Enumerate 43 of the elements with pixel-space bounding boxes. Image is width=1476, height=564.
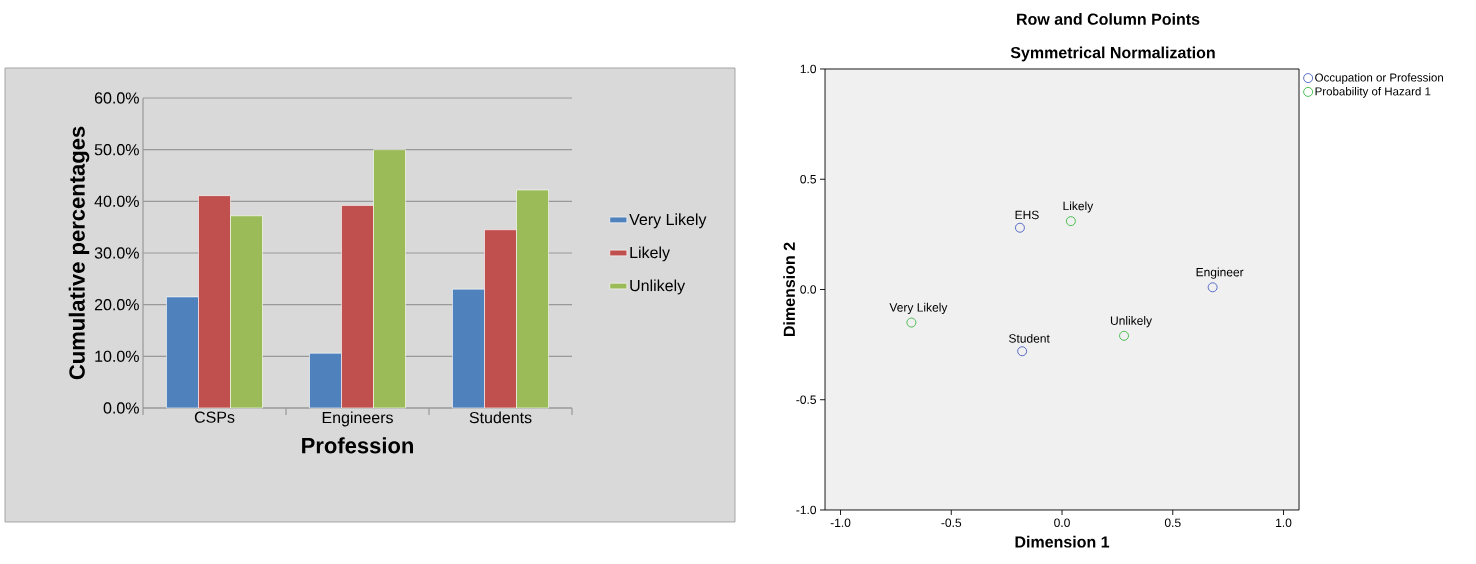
y-tick-label: -0.5 — [796, 395, 816, 404]
annotation: Engineer — [1196, 267, 1244, 279]
y-tick-label: 10.0% — [95, 350, 139, 362]
legend-label: Occupation or Profession — [1315, 73, 1443, 84]
x-tick-label: Engineers — [322, 411, 393, 427]
x-tick-label: -0.5 — [941, 518, 962, 528]
legend-label: Unlikely — [630, 279, 686, 295]
y-tick-label: 0.0% — [103, 402, 139, 414]
point — [1065, 216, 1076, 227]
x-tick-label: 0.0 — [1054, 518, 1070, 528]
point — [1017, 346, 1028, 357]
annotation: Unlikely — [1110, 316, 1153, 328]
annotation: EHS — [1015, 210, 1039, 220]
annotation: Very Likely — [889, 302, 948, 315]
y-tick-label: 30.0% — [94, 247, 139, 259]
x-tick-label: 1.0 — [1276, 518, 1292, 528]
y-tick-label: 1.0 — [800, 64, 817, 74]
annotation: Student — [1009, 333, 1050, 343]
x-tick-label: -1.0 — [830, 518, 851, 528]
x-tick-label: 0.5 — [1164, 518, 1181, 528]
x-axis-title: Profession — [302, 437, 413, 454]
legend-label: Very Likely — [629, 213, 707, 229]
chart-subtitle: Symmetrical Normalization — [1010, 46, 1215, 62]
y-axis-title: Cumulative percentages — [68, 126, 90, 380]
y-axis-title: Dimension 2 — [783, 242, 795, 336]
chart-title: Row and Column Points — [1017, 13, 1200, 25]
x-tick-label: Students — [469, 411, 532, 424]
y-tick-label: 0.0 — [800, 285, 817, 294]
y-tick-label: 60.0% — [94, 92, 139, 104]
y-tick-label: -1.0 — [796, 505, 817, 515]
point — [1014, 222, 1025, 233]
annotation: Likely — [1063, 201, 1094, 213]
y-tick-label: 50.0% — [94, 143, 139, 156]
point — [906, 317, 917, 328]
legend-label: Probability of Hazard 1 — [1315, 86, 1431, 98]
y-tick-label: 20.0% — [94, 298, 139, 311]
legend-label: Likely — [630, 246, 670, 262]
point — [1207, 282, 1218, 293]
y-tick-label: 40.0% — [94, 195, 139, 207]
x-tick-label: CSPs — [194, 411, 235, 423]
y-tick-label: 0.5 — [800, 174, 816, 184]
x-axis-title: Dimension 1 — [1015, 535, 1110, 548]
point — [1119, 330, 1129, 341]
